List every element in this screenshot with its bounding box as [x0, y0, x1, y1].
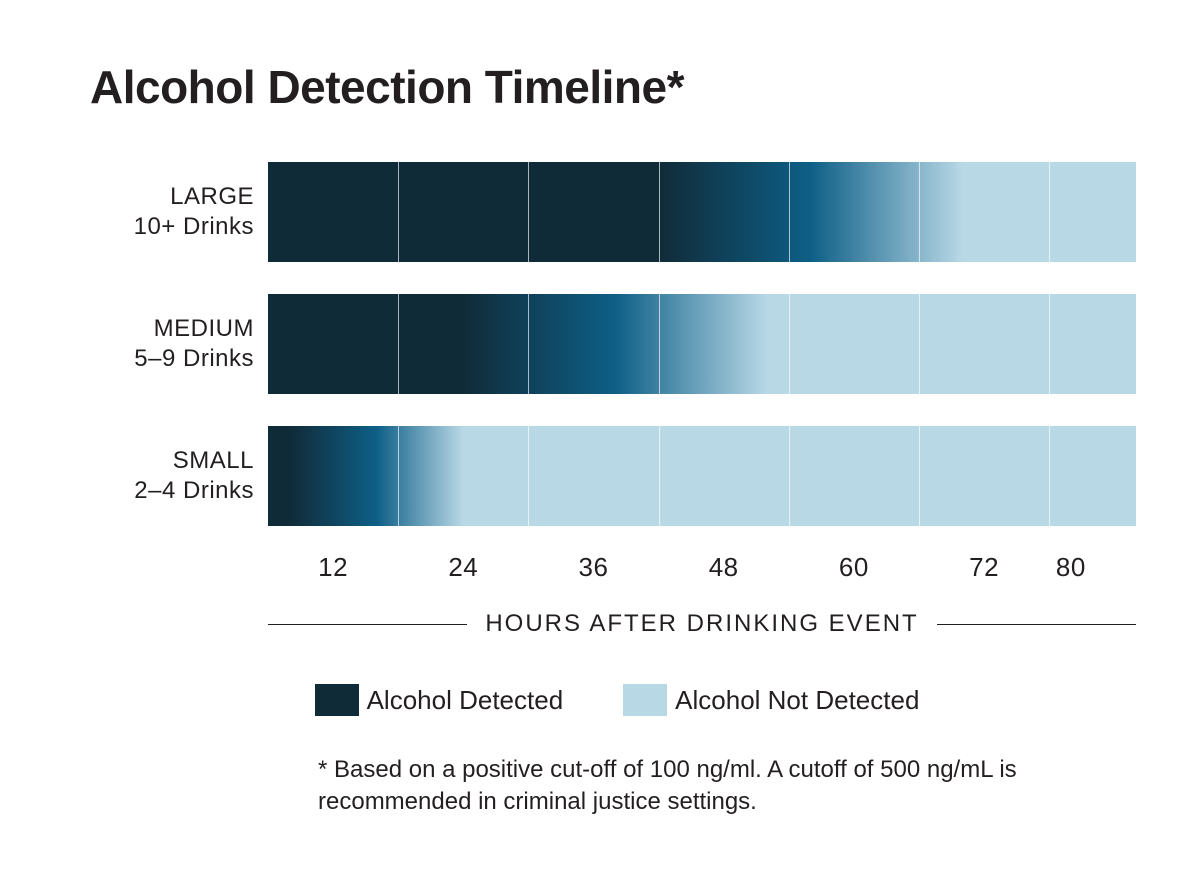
row-label-line1: MEDIUM: [90, 314, 254, 344]
chart-rows: LARGE10+ Drinks MEDIUM5–9 Drinks SMALL2–4 …: [90, 162, 1144, 526]
row-label-line2: 5–9 Drinks: [90, 344, 254, 374]
bar-gridlines: [268, 294, 1136, 394]
x-tick: 60: [839, 552, 869, 583]
row-label-line1: SMALL: [90, 446, 254, 476]
chart-row: LARGE10+ Drinks: [90, 162, 1144, 262]
x-tick: 12: [318, 552, 348, 583]
x-tick: 36: [579, 552, 609, 583]
legend-item-detected: Alcohol Detected: [315, 684, 564, 716]
axis-spacer: [90, 552, 268, 588]
row-label: LARGE10+ Drinks: [90, 182, 268, 242]
legend: Alcohol Detected Alcohol Not Detected: [90, 684, 1144, 716]
chart-row: MEDIUM5–9 Drinks: [90, 294, 1144, 394]
x-tick: 80: [1056, 552, 1086, 583]
legend-item-not-detected: Alcohol Not Detected: [623, 684, 919, 716]
swatch-not-detected: [623, 684, 667, 716]
bar-track: [268, 426, 1136, 526]
legend-label-not-detected: Alcohol Not Detected: [675, 685, 919, 716]
bar-gridlines: [268, 426, 1136, 526]
bar-track: [268, 294, 1136, 394]
row-label-line2: 10+ Drinks: [90, 212, 254, 242]
row-label: SMALL2–4 Drinks: [90, 446, 268, 506]
x-axis-title-row: HOURS AFTER DRINKING EVENT: [90, 610, 1144, 638]
bar-track: [268, 162, 1136, 262]
row-label-line1: LARGE: [90, 182, 254, 212]
x-tick: 24: [448, 552, 478, 583]
x-axis-title: HOURS AFTER DRINKING EVENT: [268, 610, 1136, 638]
chart-row: SMALL2–4 Drinks: [90, 426, 1144, 526]
chart-canvas: Alcohol Detection Timeline* LARGE10+ Dri…: [0, 0, 1200, 871]
x-tick: 72: [969, 552, 999, 583]
swatch-detected: [315, 684, 359, 716]
x-axis-title-text: HOURS AFTER DRINKING EVENT: [485, 610, 918, 638]
x-axis-ticks-row: 12 24 36 48 60 72 80: [90, 552, 1144, 588]
chart-title: Alcohol Detection Timeline*: [90, 60, 1144, 114]
legend-label-detected: Alcohol Detected: [367, 685, 564, 716]
x-axis-ticks: 12 24 36 48 60 72 80: [268, 552, 1136, 588]
axis-rule-left: [268, 624, 467, 625]
x-tick: 48: [709, 552, 739, 583]
footnote: * Based on a positive cut-off of 100 ng/…: [90, 754, 1144, 819]
row-label-line2: 2–4 Drinks: [90, 476, 254, 506]
row-label: MEDIUM5–9 Drinks: [90, 314, 268, 374]
bar-gridlines: [268, 162, 1136, 262]
axis-rule-right: [937, 624, 1136, 625]
